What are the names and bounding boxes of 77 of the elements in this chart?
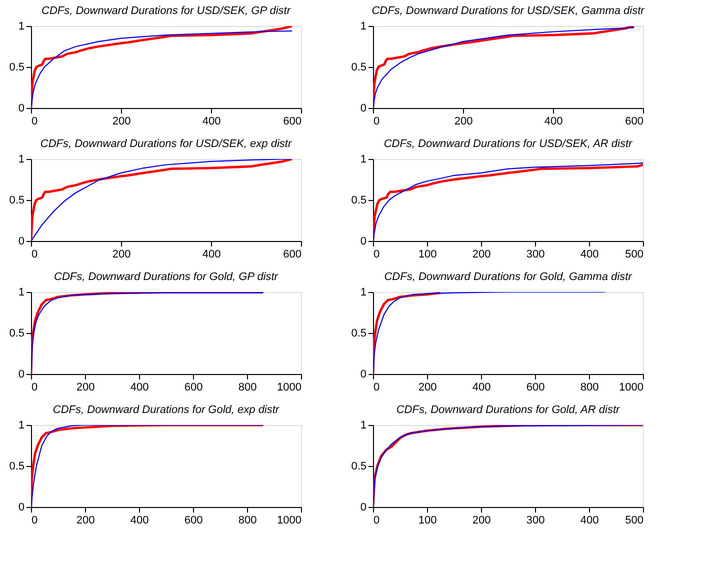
chart-title: CDFs, Downward Durations for Gold, Gamma distr — [384, 271, 634, 283]
x-tick-label: 800 — [580, 382, 599, 394]
chart-title: CDFs, Downward Durations for Gold, AR distr — [396, 404, 621, 416]
x-tick-label: 1000 — [277, 514, 302, 526]
y-tick-label: 0.5 — [9, 62, 24, 74]
x-tick-label: 500 — [625, 514, 644, 526]
y-tick-label: 1 — [360, 286, 366, 298]
y-tick-label: 0 — [360, 502, 366, 514]
x-tick-label: 0 — [32, 248, 38, 260]
chart-title: CDFs, Downward Durations for USD/SEK, Gamma distr — [372, 5, 646, 17]
x-tick-label: 600 — [526, 382, 545, 394]
x-tick-label: 0 — [32, 382, 38, 394]
x-tick-label: 100 — [418, 514, 437, 526]
y-tick-label: 0 — [18, 102, 24, 114]
x-tick-label: 100 — [418, 248, 437, 260]
x-tick-label: 400 — [202, 248, 221, 260]
x-tick-label: 200 — [112, 116, 131, 128]
x-tick-label: 500 — [625, 248, 644, 260]
line-series — [373, 292, 606, 374]
x-tick-label: 200 — [472, 248, 491, 260]
x-tick-label: 200 — [472, 514, 491, 526]
y-tick-label: 1 — [360, 154, 366, 166]
x-tick-label: 200 — [418, 382, 437, 394]
y-tick-label: 0.5 — [351, 62, 366, 74]
x-tick-label: 1000 — [619, 382, 644, 394]
y-tick-label: 0.5 — [9, 328, 24, 340]
x-tick-label: 200 — [112, 248, 131, 260]
x-tick-label: 0 — [32, 116, 38, 128]
y-tick-label: 0 — [18, 368, 24, 380]
x-tick-label: 200 — [76, 514, 95, 526]
x-tick-label: 400 — [472, 382, 491, 394]
line-series — [31, 292, 264, 374]
x-tick-label: 0 — [374, 116, 380, 128]
y-tick-label: 1 — [360, 420, 366, 432]
chart-title: CDFs, Downward Durations for USD/SEK, GP distr — [42, 5, 292, 17]
x-tick-label: 0 — [374, 382, 380, 394]
x-tick-label: 600 — [184, 514, 203, 526]
x-tick-label: 400 — [130, 382, 149, 394]
x-tick-label: 600 — [283, 248, 302, 260]
x-tick-label: 400 — [580, 514, 599, 526]
x-tick-label: 600 — [184, 382, 203, 394]
x-tick-label: 400 — [544, 116, 563, 128]
x-tick-label: 200 — [76, 382, 95, 394]
y-tick-label: 1 — [18, 286, 24, 298]
y-tick-label: 0 — [360, 368, 366, 380]
y-tick-label: 0.5 — [9, 194, 24, 206]
x-tick-label: 600 — [283, 116, 302, 128]
chart-title: CDFs, Downward Durations for Gold, GP distr — [54, 271, 280, 283]
chart-title: CDFs, Downward Durations for USD/SEK, exp distr — [40, 138, 293, 150]
y-tick-label: 0.5 — [351, 328, 366, 340]
y-tick-label: 0.5 — [351, 460, 366, 472]
y-tick-label: 0 — [18, 236, 24, 248]
x-tick-label: 0 — [374, 248, 380, 260]
x-tick-label: 200 — [454, 116, 473, 128]
x-tick-label: 400 — [580, 248, 599, 260]
y-tick-label: 1 — [18, 420, 24, 432]
y-tick-label: 0.5 — [351, 194, 366, 206]
x-tick-label: 600 — [625, 116, 644, 128]
y-tick-label: 0 — [360, 102, 366, 114]
x-tick-label: 0 — [32, 514, 38, 526]
chart-title: CDFs, Downward Durations for Gold, exp distr — [52, 404, 280, 416]
y-tick-label: 1 — [18, 154, 24, 166]
x-tick-label: 300 — [526, 514, 545, 526]
line-series — [31, 425, 264, 507]
x-tick-label: 0 — [374, 514, 380, 526]
x-tick-label: 400 — [130, 514, 149, 526]
y-tick-label: 0 — [18, 502, 24, 514]
x-tick-label: 800 — [238, 514, 257, 526]
x-tick-label: 300 — [526, 248, 545, 260]
x-tick-label: 1000 — [277, 382, 302, 394]
chart-title: CDFs, Downward Durations for USD/SEK, AR distr — [384, 138, 634, 150]
y-tick-label: 1 — [360, 20, 366, 32]
y-tick-label: 0 — [360, 236, 366, 248]
y-tick-label: 1 — [18, 20, 24, 32]
x-tick-label: 400 — [202, 116, 221, 128]
y-tick-label: 0.5 — [9, 460, 24, 472]
x-tick-label: 800 — [238, 382, 257, 394]
